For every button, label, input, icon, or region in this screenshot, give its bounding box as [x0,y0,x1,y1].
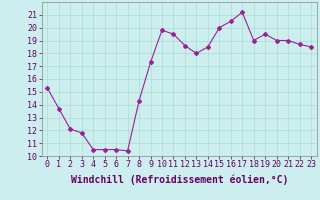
X-axis label: Windchill (Refroidissement éolien,°C): Windchill (Refroidissement éolien,°C) [70,175,288,185]
